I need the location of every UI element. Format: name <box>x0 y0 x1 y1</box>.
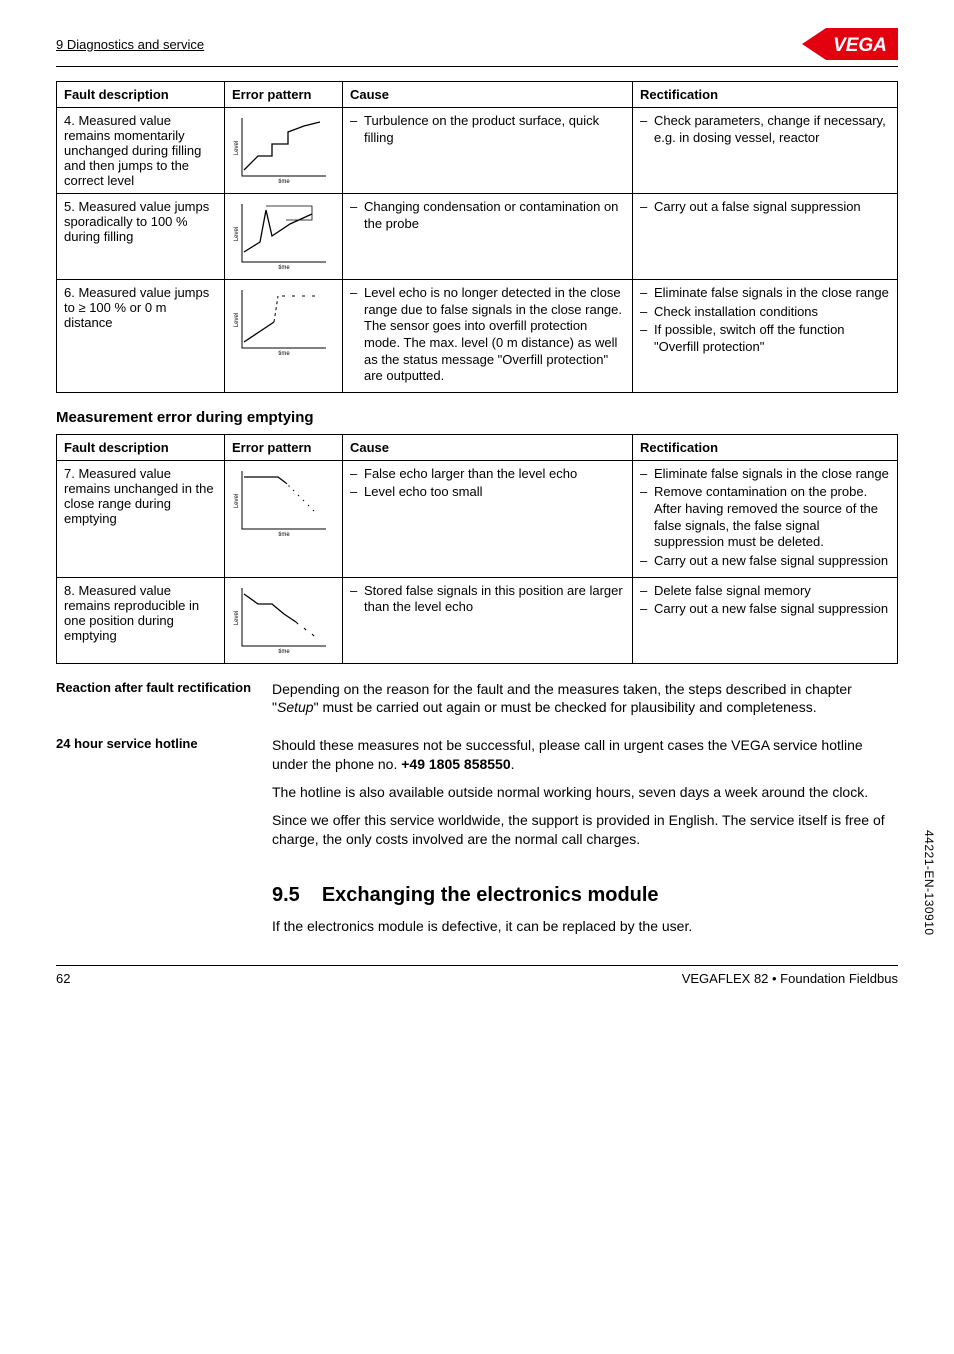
rect-item: Carry out a new false signal suppression <box>654 601 890 618</box>
cause-item: Turbulence on the product surface, quick… <box>364 113 625 146</box>
page-footer: 62 VEGAFLEX 82 • Foundation Fieldbus <box>56 965 898 986</box>
rectification-cell: Carry out a false signal suppression <box>633 194 898 280</box>
table-row: 8. Measured value remains reproducible i… <box>57 577 898 663</box>
error-pattern-cell: Level time <box>225 460 343 577</box>
svg-text:time: time <box>278 179 290 185</box>
side-label-hotline: 24 hour service hotline <box>56 736 272 857</box>
svg-text:time: time <box>278 265 290 271</box>
para: The hotline is also available outside no… <box>272 783 898 802</box>
th-fault-description: Fault description <box>57 434 225 460</box>
table-row: 4. Measured value remains momentarily un… <box>57 108 898 194</box>
cause-cell: Turbulence on the product surface, quick… <box>343 108 633 194</box>
svg-text:time: time <box>278 649 290 655</box>
fault-table-1: Fault description Error pattern Cause Re… <box>56 81 898 393</box>
cause-cell: False echo larger than the level echo Le… <box>343 460 633 577</box>
th-rectification: Rectification <box>633 82 898 108</box>
rectification-cell: Eliminate false signals in the close ran… <box>633 460 898 577</box>
svg-text:Level: Level <box>234 313 240 327</box>
side-label-reaction: Reaction after fault rectification <box>56 680 272 727</box>
rectification-cell: Eliminate false signals in the close ran… <box>633 280 898 393</box>
th-cause: Cause <box>343 434 633 460</box>
chart-icon: Level time <box>232 583 332 655</box>
fault-table-2: Fault description Error pattern Cause Re… <box>56 434 898 664</box>
page-number: 62 <box>56 971 70 986</box>
cause-item: Level echo is no longer detected in the … <box>364 285 625 385</box>
svg-text:Level: Level <box>234 610 240 624</box>
rect-item: Remove contamination on the probe. After… <box>654 484 890 551</box>
vertical-doc-code: 44221-EN-130910 <box>922 830 936 936</box>
rect-item: Eliminate false signals in the close ran… <box>654 466 890 483</box>
th-error-pattern: Error pattern <box>225 82 343 108</box>
error-pattern-cell: Level time <box>225 577 343 663</box>
chart-icon: Level time <box>232 466 332 538</box>
th-rectification: Rectification <box>633 434 898 460</box>
block-reaction: Reaction after fault rectification Depen… <box>56 680 898 727</box>
th-fault-description: Fault description <box>57 82 225 108</box>
para: Should these measures not be successful,… <box>272 736 898 774</box>
heading-number: 9.5 <box>272 882 300 909</box>
chart-icon: Level time <box>232 113 332 185</box>
cause-item: False echo larger than the level echo <box>364 466 625 483</box>
cause-cell: Changing condensation or contamination o… <box>343 194 633 280</box>
para: If the electronics module is defective, … <box>272 917 898 936</box>
rect-item: Carry out a new false signal suppression <box>654 553 890 570</box>
table-row: 7. Measured value remains unchanged in t… <box>57 460 898 577</box>
error-pattern-cell: Level time <box>225 194 343 280</box>
svg-text:Level: Level <box>234 494 240 508</box>
svg-text:Level: Level <box>234 141 240 155</box>
th-cause: Cause <box>343 82 633 108</box>
para: Since we offer this service worldwide, t… <box>272 811 898 849</box>
table-row: 5. Measured value jumps sporadically to … <box>57 194 898 280</box>
rectification-cell: Delete false signal memory Carry out a n… <box>633 577 898 663</box>
rect-item: Carry out a false signal suppression <box>654 199 890 216</box>
rect-item: Eliminate false signals in the close ran… <box>654 285 890 302</box>
fault-description-cell: 5. Measured value jumps sporadically to … <box>57 194 225 280</box>
svg-text:VEGA: VEGA <box>833 35 887 56</box>
chart-icon: Level time <box>232 199 332 271</box>
subheading-emptying: Measurement error during emptying <box>56 409 898 426</box>
table-row: 6. Measured value jumps to ≥ 100 % or 0 … <box>57 280 898 393</box>
body-text-hotline: Should these measures not be successful,… <box>272 736 898 857</box>
cause-cell: Stored false signals in this position ar… <box>343 577 633 663</box>
svg-text:time: time <box>278 351 290 357</box>
doc-title: VEGAFLEX 82 • Foundation Fieldbus <box>682 971 898 986</box>
page-header: 9 Diagnostics and service VEGA <box>56 28 898 67</box>
rect-item: Check parameters, change if necessary, e… <box>654 113 890 146</box>
rect-item: Check installation conditions <box>654 304 890 321</box>
block-hotline: 24 hour service hotline Should these mea… <box>56 736 898 857</box>
error-pattern-cell: Level time <box>225 108 343 194</box>
vega-logo: VEGA <box>802 28 898 60</box>
error-pattern-cell: Level time <box>225 280 343 393</box>
fault-description-cell: 6. Measured value jumps to ≥ 100 % or 0 … <box>57 280 225 393</box>
cause-item: Stored false signals in this position ar… <box>364 583 625 616</box>
header-section-label: 9 Diagnostics and service <box>56 37 204 52</box>
chart-icon: Level time <box>232 285 332 357</box>
rectification-cell: Check parameters, change if necessary, e… <box>633 108 898 194</box>
block-h2: 9.5 Exchanging the electronics module If… <box>56 868 898 945</box>
table-header-row: Fault description Error pattern Cause Re… <box>57 82 898 108</box>
fault-description-cell: 4. Measured value remains momentarily un… <box>57 108 225 194</box>
th-error-pattern: Error pattern <box>225 434 343 460</box>
cause-item: Changing condensation or contamination o… <box>364 199 625 232</box>
heading-text: Exchanging the electronics module <box>322 882 659 909</box>
svg-text:time: time <box>278 532 290 538</box>
rect-item: Delete false signal memory <box>654 583 890 600</box>
cause-cell: Level echo is no longer detected in the … <box>343 280 633 393</box>
svg-text:Level: Level <box>234 227 240 241</box>
fault-description-cell: 8. Measured value remains reproducible i… <box>57 577 225 663</box>
cause-item: Level echo too small <box>364 484 625 501</box>
section-heading-9-5: 9.5 Exchanging the electronics module <box>272 882 898 909</box>
body-text-reaction: Depending on the reason for the fault an… <box>272 680 898 727</box>
fault-description-cell: 7. Measured value remains unchanged in t… <box>57 460 225 577</box>
para: Depending on the reason for the fault an… <box>272 680 898 718</box>
rect-item: If possible, switch off the function "Ov… <box>654 322 890 355</box>
table-header-row: Fault description Error pattern Cause Re… <box>57 434 898 460</box>
